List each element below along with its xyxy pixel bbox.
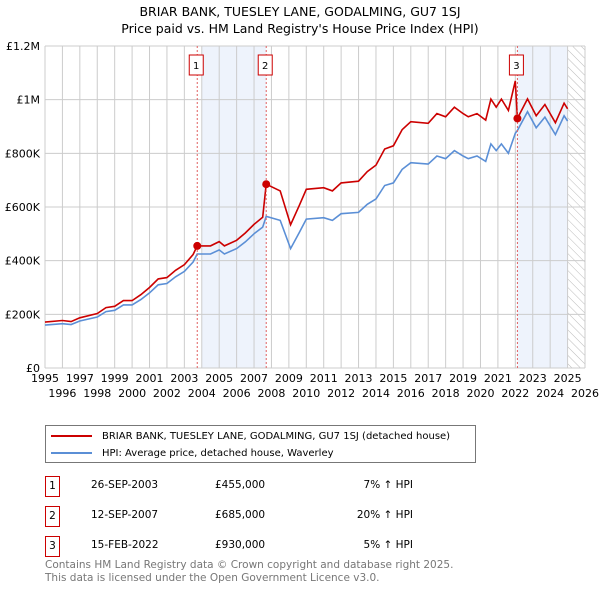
line-chart: 1 2 3 1995 1996 1997 1998 1999 2000 2001 2002 2003 2… xyxy=(5,40,599,400)
sale-date: 12-SEP-2007 xyxy=(91,509,159,521)
sale-number-box xyxy=(508,54,524,76)
sale-date: 15-FEB-2022 xyxy=(91,539,159,551)
legend-swatch-property xyxy=(51,435,92,437)
legend: BRIAR BANK, TUESLEY LANE, GODALMING, GU7… xyxy=(45,425,476,463)
x-tick-label: 2004 xyxy=(188,387,216,400)
x-tick-label: 2025 xyxy=(554,372,582,385)
sale-hpi-diff: 5% ↑ HPI xyxy=(363,539,413,551)
x-tick-label: 1999 xyxy=(101,372,129,385)
x-tick-label: 2019 xyxy=(449,372,477,385)
x-tick-label: 2026 xyxy=(571,387,599,400)
x-tick-label: 1997 xyxy=(66,372,94,385)
y-tick-label: £800K xyxy=(5,147,41,160)
chart-title: BRIAR BANK, TUESLEY LANE, GODALMING, GU7… xyxy=(139,4,461,19)
sale-number-label: 1 xyxy=(193,61,199,72)
x-tick-label: 2020 xyxy=(466,387,494,400)
x-tick-label: 2023 xyxy=(519,372,547,385)
chart-subtitle: Price paid vs. HM Land Registry's House … xyxy=(121,21,479,36)
x-tick-label: 2017 xyxy=(414,372,442,385)
legend-label-hpi: HPI: Average price, detached house, Wave… xyxy=(102,447,334,459)
x-tick-label: 1995 xyxy=(31,372,59,385)
x-tick-label: 2002 xyxy=(153,387,181,400)
x-tick-label: 2007 xyxy=(240,372,268,385)
sale-number-label: 2 xyxy=(262,61,268,72)
sale-point xyxy=(262,180,271,189)
sale-number: 2 xyxy=(45,506,60,527)
sale-number-box xyxy=(188,54,204,76)
hpi-line xyxy=(44,110,569,326)
legend-label-property: BRIAR BANK, TUESLEY LANE, GODALMING, GU7… xyxy=(102,430,451,442)
sale-row: 2 12-SEP-2007 £685,000 20% ↑ HPI xyxy=(45,506,445,528)
x-tick-label: 1996 xyxy=(48,387,76,400)
sale-point xyxy=(513,114,522,123)
sale-row: 3 15-FEB-2022 £930,000 5% ↑ HPI xyxy=(45,536,445,558)
sale-number-label: 3 xyxy=(513,61,519,72)
y-tick-label: £400K xyxy=(5,255,41,268)
x-tick-label: 2005 xyxy=(205,372,233,385)
sale-date: 26-SEP-2003 xyxy=(91,479,159,491)
sale-point xyxy=(193,241,202,250)
x-tick-label: 2022 xyxy=(501,387,529,400)
footer-license: This data is licensed under the Open Gov… xyxy=(45,572,380,584)
x-tick-label: 2000 xyxy=(118,387,146,400)
sale-hpi-diff: 7% ↑ HPI xyxy=(363,479,413,491)
sale-number: 1 xyxy=(45,476,60,497)
x-tick-label: 2008 xyxy=(257,387,285,400)
sale-hpi-diff: 20% ↑ HPI xyxy=(356,509,413,521)
x-tick-label: 2003 xyxy=(170,372,198,385)
x-tick-label: 2009 xyxy=(275,372,303,385)
x-tick-label: 2011 xyxy=(310,372,338,385)
x-tick-label: 2016 xyxy=(397,387,425,400)
sale-price: £455,000 xyxy=(215,479,266,491)
legend-swatch-hpi xyxy=(51,452,92,454)
x-tick-label: 2012 xyxy=(327,387,355,400)
sale-price: £685,000 xyxy=(215,509,266,521)
x-tick-label: 1998 xyxy=(83,387,111,400)
y-tick-label: £0 xyxy=(26,362,40,375)
x-tick-label: 2006 xyxy=(223,387,251,400)
y-tick-label: £1M xyxy=(17,94,41,107)
x-tick-label: 2001 xyxy=(136,372,164,385)
x-tick-label: 2015 xyxy=(379,372,407,385)
sale-number-box xyxy=(257,54,273,76)
footer-copyright: Contains HM Land Registry data © Crown c… xyxy=(45,559,454,571)
y-tick-label: £200K xyxy=(5,308,41,321)
property-price-line xyxy=(44,80,569,323)
x-tick-label: 2018 xyxy=(432,387,460,400)
x-tick-label: 2014 xyxy=(362,387,390,400)
x-tick-label: 2021 xyxy=(484,372,512,385)
x-tick-label: 2013 xyxy=(345,372,373,385)
x-tick-label: 2010 xyxy=(292,387,320,400)
y-tick-label: £1.2M xyxy=(6,40,40,53)
sale-price: £930,000 xyxy=(215,539,266,551)
sale-number: 3 xyxy=(45,536,60,557)
sale-row: 1 26-SEP-2003 £455,000 7% ↑ HPI xyxy=(45,476,445,498)
x-tick-label: 2024 xyxy=(536,387,564,400)
y-tick-label: £600K xyxy=(5,201,41,214)
